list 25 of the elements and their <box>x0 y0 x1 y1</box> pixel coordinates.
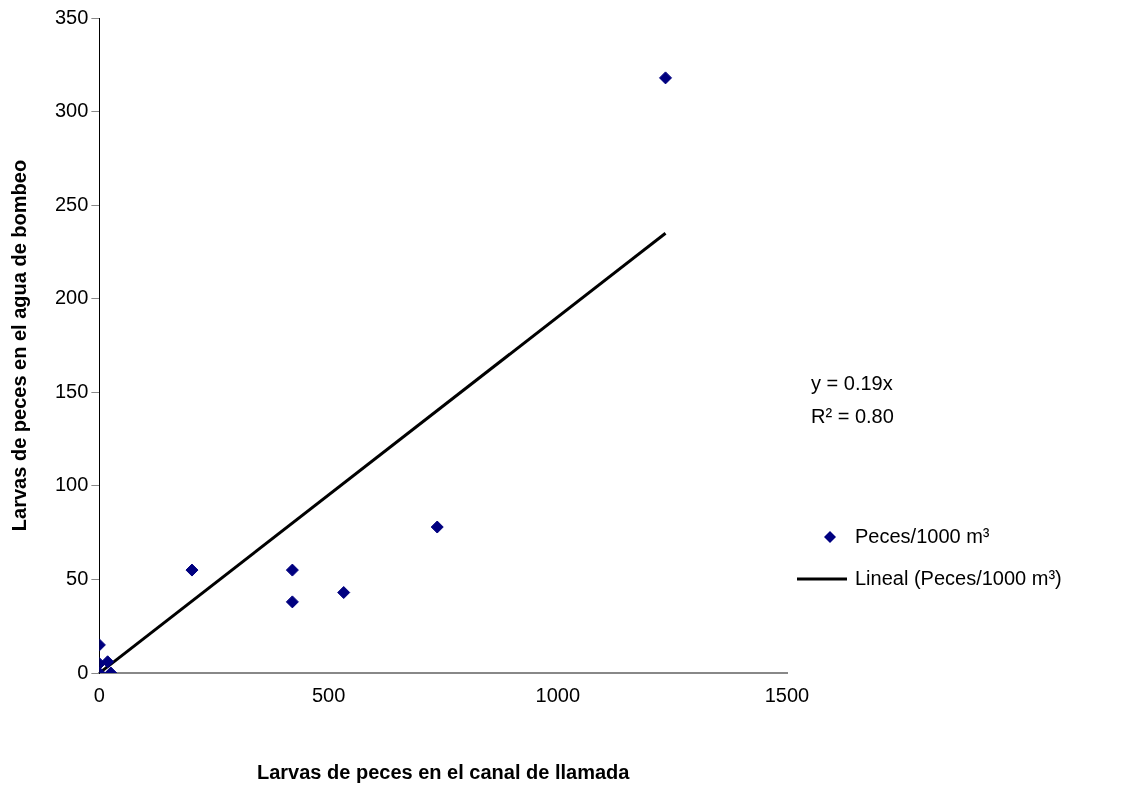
point <box>430 520 444 534</box>
x-axis-title: Larvas de peces en el canal de llamada <box>256 760 631 783</box>
x-tick-label: 1500 <box>764 683 810 706</box>
text: R² = 0.80 <box>811 405 894 427</box>
point <box>337 586 351 600</box>
legend-label: Lineal (Peces/1000 m³) <box>855 566 1062 589</box>
point <box>285 563 299 577</box>
y-tick-label: 350 <box>54 5 89 28</box>
text: y = 0.19x <box>811 372 893 394</box>
y-axis-title: Larvas de peces en el agua de bombeo <box>7 159 30 532</box>
x-tick-label: 0 <box>93 683 105 706</box>
point <box>185 563 199 577</box>
y-tick-label: 100 <box>54 473 89 496</box>
y-tick-label: 300 <box>54 99 89 122</box>
x-tick-label: 1000 <box>535 683 581 706</box>
y-tick-label: 200 <box>54 286 89 309</box>
legend-label: Peces/1000 m³ <box>855 524 990 547</box>
point <box>101 655 115 669</box>
y-tick-label: 50 <box>66 566 89 589</box>
y-tick-label: 250 <box>54 192 89 215</box>
y-tick-label: 150 <box>54 379 89 402</box>
point <box>659 71 673 85</box>
x-tick-label: 500 <box>311 683 346 706</box>
point <box>285 595 299 609</box>
y-tick-label: 0 <box>77 660 89 683</box>
